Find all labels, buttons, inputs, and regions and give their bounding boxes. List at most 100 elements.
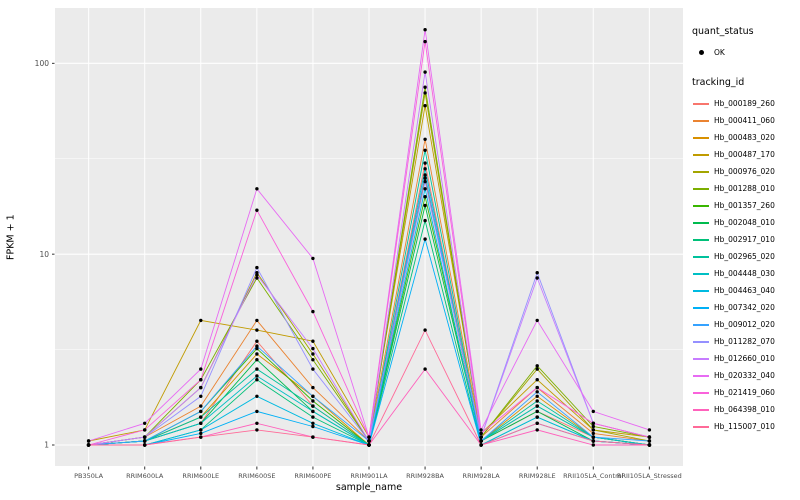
data-point	[591, 409, 595, 414]
legend-entry-Hb_011282_070: Hb_011282_070	[692, 333, 798, 350]
data-point	[423, 328, 427, 332]
data-point	[199, 367, 203, 371]
data-point	[255, 318, 259, 323]
series-color-line	[693, 408, 709, 411]
data-point	[535, 428, 539, 432]
data-point	[535, 409, 539, 414]
legend-label: Hb_020332_040	[714, 371, 775, 380]
legend-label: Hb_007342_020	[714, 303, 775, 312]
data-point	[367, 443, 371, 447]
data-point	[255, 208, 259, 212]
x-tick-label: RRIM928BA	[406, 472, 444, 480]
x-tick-label: RRIM928LE	[519, 472, 556, 480]
data-point	[423, 167, 427, 171]
legend-label: Hb_002048_010	[714, 218, 775, 227]
data-point	[255, 352, 259, 356]
data-point	[535, 276, 539, 280]
data-point	[311, 404, 315, 408]
tracking-id-entries: Hb_000189_260 Hb_000411_060 Hb_000483_020 H…	[692, 95, 798, 435]
series-color-line	[693, 425, 709, 428]
data-point	[199, 394, 203, 398]
legend-label: Hb_000487_170	[714, 150, 775, 159]
data-point	[86, 439, 91, 443]
legend-entry-Hb_012660_010: Hb_012660_010	[692, 350, 798, 367]
series-color-line	[693, 340, 709, 343]
data-point	[199, 421, 203, 425]
series-color-line	[693, 153, 709, 156]
legend-entry-Hb_007342_020: Hb_007342_020	[692, 299, 798, 316]
data-point	[255, 273, 259, 277]
data-point	[367, 439, 371, 443]
series-color-line	[693, 204, 709, 207]
series-color-line	[693, 391, 709, 394]
data-point	[535, 318, 539, 323]
data-point	[479, 435, 483, 439]
data-point	[535, 385, 539, 390]
line-key-icon	[692, 420, 710, 434]
series-color-line	[693, 272, 709, 275]
data-point	[535, 415, 539, 419]
legend-label: Hb_004463_040	[714, 286, 775, 295]
x-tick-label: RRII105LA_Control	[563, 472, 623, 480]
data-point	[199, 385, 203, 390]
data-point	[143, 439, 147, 443]
data-point	[423, 148, 427, 152]
data-point	[479, 428, 483, 432]
series-color-line	[693, 102, 709, 105]
x-tick-label: RRIM901LA	[350, 472, 388, 480]
data-point	[255, 409, 259, 414]
data-point	[423, 367, 427, 371]
data-point	[535, 364, 539, 368]
data-point	[479, 439, 483, 443]
data-point	[535, 404, 539, 408]
legend-entry-Hb_000483_020: Hb_000483_020	[692, 129, 798, 146]
data-point	[311, 256, 315, 261]
legend-entry-ok: OK	[692, 44, 798, 61]
x-tick-label: PB350LA	[74, 472, 104, 480]
data-point	[255, 187, 259, 191]
data-point	[311, 385, 315, 390]
data-point	[591, 439, 595, 443]
line-key-icon	[692, 301, 710, 315]
data-point	[311, 415, 315, 419]
data-point	[199, 318, 203, 323]
x-tick-label: RRIM600PE	[294, 472, 331, 480]
line-key-icon	[692, 216, 710, 230]
line-key-icon	[692, 403, 710, 417]
line-key-icon	[692, 386, 710, 400]
x-tick-label: RRIM600LE	[182, 472, 219, 480]
legend-entry-Hb_000189_260: Hb_000189_260	[692, 95, 798, 112]
data-point	[143, 428, 147, 432]
legend-label: Hb_002965_020	[714, 252, 775, 261]
legend-label: OK	[714, 48, 725, 57]
legend-label: Hb_001357_260	[714, 201, 775, 210]
data-point	[311, 352, 315, 356]
data-point	[423, 70, 427, 74]
line-key-icon	[692, 318, 710, 332]
data-point	[423, 195, 427, 199]
data-point	[311, 309, 315, 314]
data-point	[479, 431, 483, 436]
x-tick-label: RRIM600LA	[126, 472, 164, 480]
legend-entry-Hb_004448_030: Hb_004448_030	[692, 265, 798, 282]
data-point	[423, 179, 427, 184]
data-point	[647, 435, 652, 439]
data-point	[255, 428, 259, 432]
legend-entry-Hb_000487_170: Hb_000487_170	[692, 146, 798, 163]
legend-entry-Hb_021419_060: Hb_021419_060	[692, 384, 798, 401]
y-tick-label: 1	[44, 441, 49, 450]
data-point	[423, 161, 427, 165]
data-point	[255, 346, 259, 351]
legend-label: Hb_000411_060	[714, 116, 775, 125]
data-point	[591, 443, 595, 447]
legend-label: Hb_009012_020	[714, 320, 775, 329]
legend-label: Hb_001288_010	[714, 184, 775, 193]
legend-label: Hb_004448_030	[714, 269, 775, 278]
data-point	[423, 218, 427, 223]
data-point	[255, 358, 259, 362]
data-point	[86, 443, 91, 447]
legend-entry-Hb_002917_010: Hb_002917_010	[692, 231, 798, 248]
data-point	[367, 435, 371, 439]
line-key-icon	[692, 97, 710, 111]
